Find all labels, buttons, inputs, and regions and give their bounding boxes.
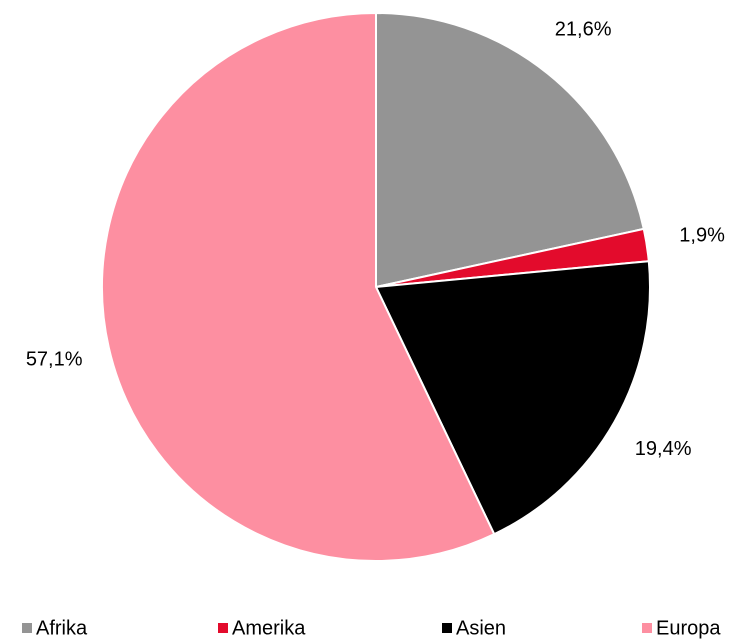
- pie-slice: [101, 11, 496, 562]
- legend-label: Amerika: [232, 617, 306, 639]
- legend-marker: [442, 623, 452, 633]
- pie-slice: [375, 11, 645, 289]
- legend-marker: [218, 623, 228, 633]
- pie-slice: [374, 260, 651, 536]
- legend-label: Asien: [456, 617, 506, 639]
- data-label: 21,6%: [555, 18, 612, 40]
- legend-label: Europa: [656, 617, 721, 639]
- data-label: 19,4%: [635, 438, 692, 460]
- data-label: 57,1%: [26, 348, 83, 370]
- legend-label: Afrika: [36, 617, 88, 639]
- data-label: 1,9%: [679, 225, 725, 247]
- legend-marker: [642, 623, 652, 633]
- legend-marker: [22, 623, 32, 633]
